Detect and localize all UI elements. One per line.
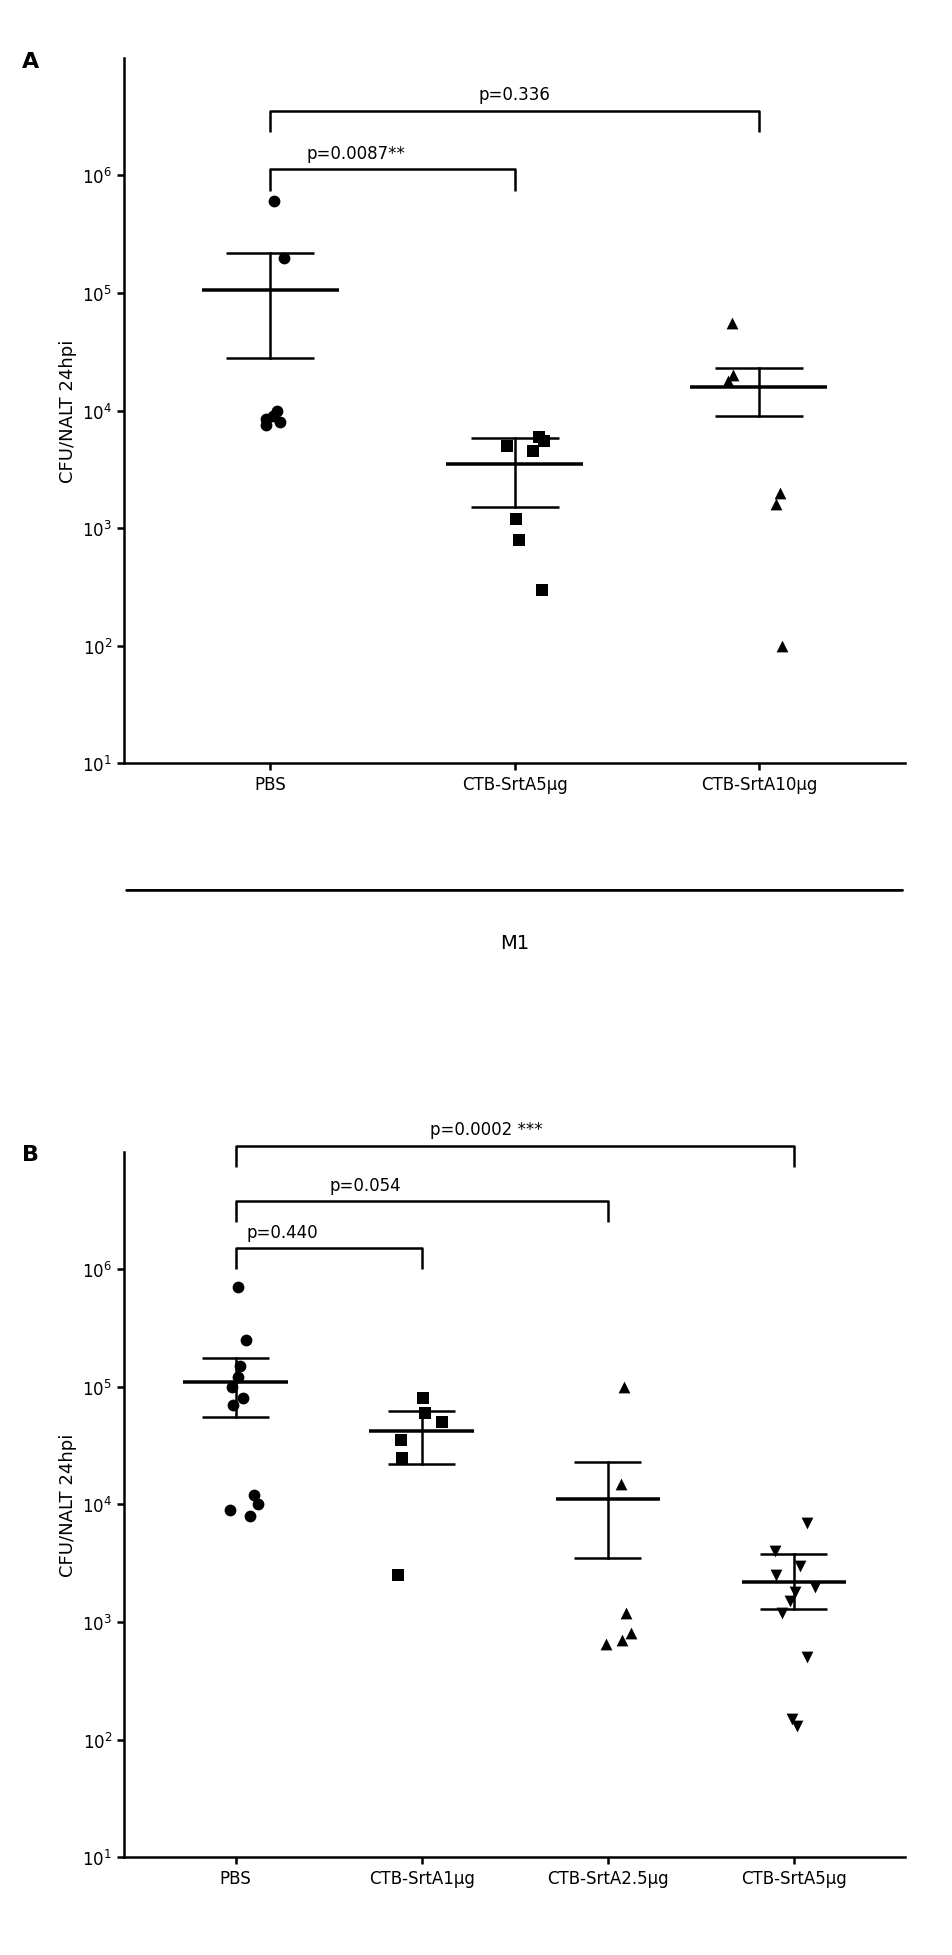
Point [806,1572,822,1603]
Text: p=0.0002 ***: p=0.0002 *** [430,1120,543,1140]
Point [616,1370,631,1402]
Text: p=0.440: p=0.440 [246,1224,318,1241]
Point [247,1480,262,1511]
Point [783,1703,799,1734]
Text: p=0.0087**: p=0.0087** [307,145,405,162]
Point [786,1576,802,1607]
Point [771,477,786,508]
Point [276,242,291,274]
Point [623,1619,638,1650]
Point [774,631,789,663]
Point [230,1273,246,1304]
Point [720,366,735,397]
Point [258,405,273,436]
Point [613,1468,628,1499]
Point [393,1443,408,1474]
Point [768,489,783,520]
Point [434,1408,449,1439]
Text: B: B [22,1146,39,1165]
Point [235,1382,250,1413]
Point [224,1370,239,1402]
Point [536,426,551,457]
Point [614,1625,629,1656]
Point [774,1597,789,1629]
Point [269,395,285,426]
Point [238,1325,253,1357]
Point [531,422,546,454]
Point [499,430,514,461]
Point [225,1390,240,1421]
Point [242,1499,257,1531]
Point [390,1560,406,1591]
Point [271,407,287,438]
Point [724,309,739,340]
Text: p=0.336: p=0.336 [478,86,550,104]
Point [393,1425,408,1456]
Point [417,1398,432,1429]
Point [511,524,526,555]
Point [266,186,281,217]
Point [229,1363,245,1394]
Point [788,1711,803,1742]
Y-axis label: CFU/NALT 24hpi: CFU/NALT 24hpi [58,1433,76,1576]
Point [222,1494,237,1525]
Point [724,360,740,391]
Point [799,1507,814,1539]
Y-axis label: CFU/NALT 24hpi: CFU/NALT 24hpi [58,340,76,483]
Point [598,1629,613,1660]
Point [782,1586,797,1617]
Point [525,436,540,467]
Point [799,1642,814,1673]
Point [266,401,281,432]
Point [792,1550,807,1582]
Text: A: A [22,51,40,72]
Point [533,575,548,606]
Point [766,1537,782,1568]
Point [250,1490,266,1521]
Point [232,1351,248,1382]
Point [259,411,274,442]
Text: M1: M1 [500,933,528,952]
Point [508,504,524,536]
Point [768,1560,783,1591]
Text: p=0.054: p=0.054 [329,1177,401,1195]
Point [415,1382,430,1413]
Point [617,1597,632,1629]
